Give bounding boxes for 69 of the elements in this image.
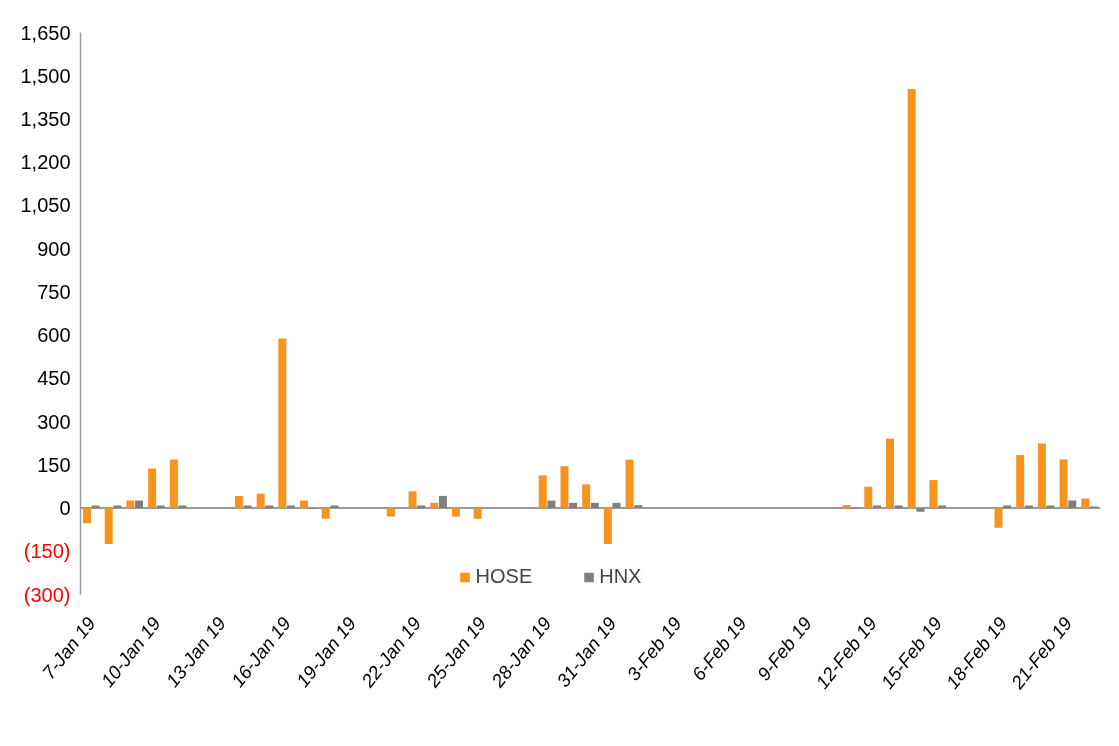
bar bbox=[547, 500, 556, 509]
bar bbox=[1046, 505, 1055, 509]
bar bbox=[634, 505, 643, 509]
bar bbox=[473, 508, 482, 519]
bar bbox=[300, 500, 309, 509]
bar bbox=[126, 500, 135, 509]
y-tick-label: 1,650 bbox=[20, 21, 71, 44]
y-tick-label: 0 bbox=[59, 497, 71, 520]
bar bbox=[929, 480, 938, 509]
bar bbox=[872, 505, 881, 509]
bar bbox=[265, 505, 274, 509]
bar bbox=[1024, 505, 1033, 509]
y-tick-label: 300 bbox=[37, 410, 71, 433]
bar bbox=[1059, 459, 1068, 509]
y-tick-label: 600 bbox=[37, 324, 71, 347]
bar bbox=[1016, 455, 1025, 509]
bar bbox=[113, 505, 122, 509]
y-tick-label: 1,200 bbox=[20, 151, 71, 174]
y-tick-label: (300) bbox=[23, 583, 71, 606]
bar bbox=[569, 502, 578, 509]
bar bbox=[560, 466, 569, 509]
bar bbox=[256, 493, 265, 509]
y-tick-label: (150) bbox=[23, 540, 71, 563]
bar bbox=[603, 508, 612, 545]
bar bbox=[278, 338, 287, 509]
bar bbox=[438, 495, 447, 509]
y-tick-label: 900 bbox=[37, 237, 71, 260]
bar bbox=[938, 505, 947, 509]
bar bbox=[590, 502, 599, 509]
y-tick-label: 450 bbox=[37, 367, 71, 390]
y-tick-label: 1,500 bbox=[20, 64, 71, 87]
bar bbox=[625, 459, 634, 509]
legend-label: HOSE bbox=[475, 565, 533, 588]
bar bbox=[408, 491, 417, 509]
bar bbox=[842, 505, 851, 509]
y-tick-label: 150 bbox=[37, 453, 71, 476]
legend-label: HNX bbox=[599, 565, 642, 588]
bar bbox=[148, 468, 157, 509]
bar bbox=[864, 486, 873, 509]
bar bbox=[612, 502, 621, 509]
bar bbox=[1003, 505, 1012, 509]
bar bbox=[135, 500, 144, 509]
bar bbox=[234, 495, 243, 509]
bar bbox=[243, 505, 252, 509]
y-tick-label: 750 bbox=[37, 280, 71, 303]
bar bbox=[321, 508, 330, 519]
bar bbox=[894, 505, 903, 509]
bar bbox=[451, 508, 460, 517]
bar bbox=[1081, 498, 1090, 509]
bar bbox=[83, 508, 91, 524]
bar bbox=[91, 505, 100, 509]
y-tick-label: 1,350 bbox=[20, 107, 71, 130]
bar bbox=[169, 459, 178, 509]
bar bbox=[430, 502, 439, 509]
bar bbox=[582, 484, 591, 509]
bar bbox=[287, 505, 295, 509]
bar bbox=[1037, 443, 1046, 509]
bar bbox=[538, 475, 547, 509]
bar bbox=[104, 508, 113, 545]
bar bbox=[330, 505, 339, 509]
bar bbox=[417, 505, 426, 509]
bar bbox=[907, 88, 916, 509]
bar bbox=[916, 508, 925, 512]
bar bbox=[178, 505, 187, 509]
bar bbox=[1068, 500, 1077, 509]
bar bbox=[386, 508, 395, 517]
bar bbox=[156, 505, 165, 509]
bar bbox=[886, 438, 894, 509]
y-tick-label: 1,050 bbox=[20, 194, 71, 217]
